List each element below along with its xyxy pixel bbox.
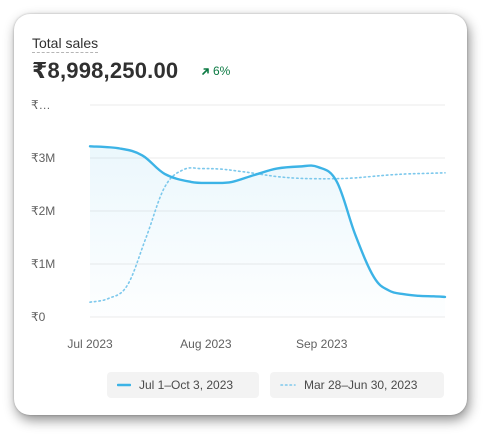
- legend-label-previous: Mar 28–Jun 30, 2023: [304, 378, 418, 392]
- legend-item-previous-period[interactable]: Mar 28–Jun 30, 2023: [270, 372, 444, 398]
- arrow-up-right-icon: [201, 67, 210, 76]
- y-tick-label: ₹…: [31, 98, 51, 112]
- series-line-primary[interactable]: [88, 145, 447, 299]
- series-line-comparison[interactable]: [89, 167, 446, 303]
- total-sales-value: ₹8,998,250.00: [32, 58, 179, 83]
- y-tick-label: ₹1M: [31, 257, 55, 271]
- sales-line-chart: ₹… ₹3M ₹2M ₹1M ₹0 Jul 2023 Aug 2023 Sep 2023: [31, 98, 447, 351]
- legend-item-current-period[interactable]: Jul 1–Oct 3, 2023: [107, 372, 259, 398]
- solid-line-swatch-icon: [117, 383, 131, 387]
- x-tick-label: Sep 2023: [296, 337, 348, 351]
- legend-label-current: Jul 1–Oct 3, 2023: [139, 378, 234, 392]
- y-tick-label: ₹0: [31, 310, 46, 324]
- y-tick-label: ₹3M: [31, 151, 55, 165]
- x-tick-label: Jul 2023: [67, 337, 113, 351]
- total-sales-card: Total sales ₹8,998,250.00 6% ₹… ₹3M ₹2M ₹1M…: [14, 14, 467, 415]
- delta-value: 6%: [213, 64, 231, 78]
- primary-series-area: [90, 146, 445, 317]
- delta-badge: 6%: [201, 64, 230, 78]
- x-tick-label: Aug 2023: [180, 337, 232, 351]
- y-tick-label: ₹2M: [31, 204, 55, 218]
- dotted-line-swatch-icon: [280, 384, 296, 386]
- card-title[interactable]: Total sales: [32, 35, 99, 53]
